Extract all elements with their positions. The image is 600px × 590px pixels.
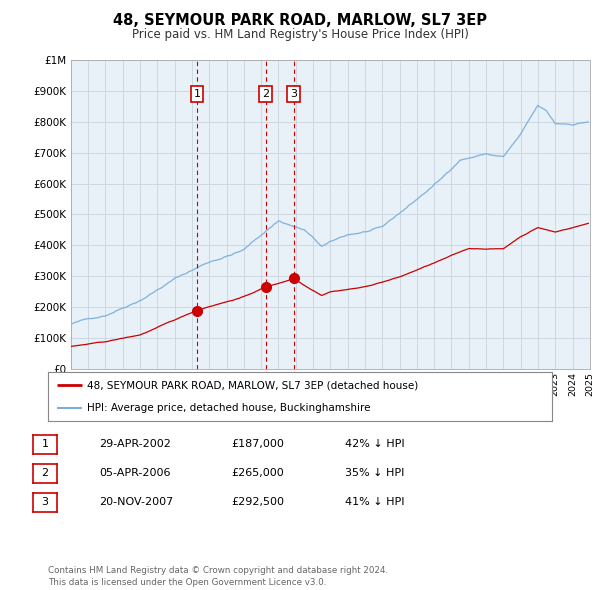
Text: 05-APR-2006: 05-APR-2006 [99, 468, 170, 478]
Text: 41% ↓ HPI: 41% ↓ HPI [345, 497, 404, 507]
Text: 2: 2 [262, 89, 269, 99]
Text: 42% ↓ HPI: 42% ↓ HPI [345, 440, 404, 449]
Text: HPI: Average price, detached house, Buckinghamshire: HPI: Average price, detached house, Buck… [88, 402, 371, 412]
Text: 1: 1 [41, 440, 49, 449]
Text: 48, SEYMOUR PARK ROAD, MARLOW, SL7 3EP (detached house): 48, SEYMOUR PARK ROAD, MARLOW, SL7 3EP (… [88, 381, 419, 391]
Text: Price paid vs. HM Land Registry's House Price Index (HPI): Price paid vs. HM Land Registry's House … [131, 28, 469, 41]
Text: 3: 3 [41, 497, 49, 507]
Text: 29-APR-2002: 29-APR-2002 [99, 440, 171, 449]
Text: 35% ↓ HPI: 35% ↓ HPI [345, 468, 404, 478]
Text: £292,500: £292,500 [231, 497, 284, 507]
Text: £187,000: £187,000 [231, 440, 284, 449]
Text: 1: 1 [193, 89, 200, 99]
Text: 48, SEYMOUR PARK ROAD, MARLOW, SL7 3EP: 48, SEYMOUR PARK ROAD, MARLOW, SL7 3EP [113, 13, 487, 28]
Text: Contains HM Land Registry data © Crown copyright and database right 2024.
This d: Contains HM Land Registry data © Crown c… [48, 566, 388, 587]
Text: 20-NOV-2007: 20-NOV-2007 [99, 497, 173, 507]
Text: £265,000: £265,000 [231, 468, 284, 478]
Text: 3: 3 [290, 89, 297, 99]
Text: 2: 2 [41, 468, 49, 478]
